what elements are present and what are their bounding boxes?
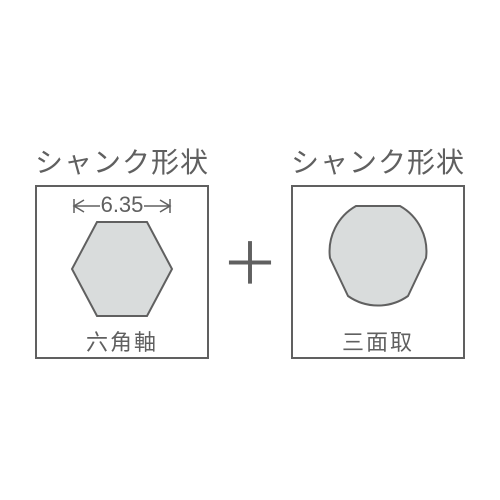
dimension-row: 6.35: [37, 193, 207, 219]
plus-symbol: ＋: [221, 206, 279, 294]
panel-hex: シャンク形状 6.35 六角軸: [35, 141, 209, 359]
panel-triflat-caption: 三面取: [342, 325, 414, 357]
panel-hex-caption: 六角軸: [86, 325, 158, 357]
hex-shape-wrap: [67, 219, 177, 319]
triflat-icon: [318, 198, 438, 308]
panel-triflat: シャンク形状 三面取: [291, 141, 465, 359]
panel-triflat-box: 三面取: [291, 185, 465, 359]
panel-hex-box: 6.35 六角軸: [35, 185, 209, 359]
panel-hex-title: シャンク形状: [35, 141, 209, 181]
diagram-container: シャンク形状 6.35 六角軸 ＋ シ: [35, 141, 465, 359]
dimension-arrow: 6.35: [52, 193, 192, 219]
hexagon-icon: [67, 219, 177, 319]
panel-triflat-title: シャンク形状: [291, 141, 465, 181]
dimension-text: 6.35: [101, 193, 144, 217]
triflat-shape-wrap: [318, 187, 438, 319]
